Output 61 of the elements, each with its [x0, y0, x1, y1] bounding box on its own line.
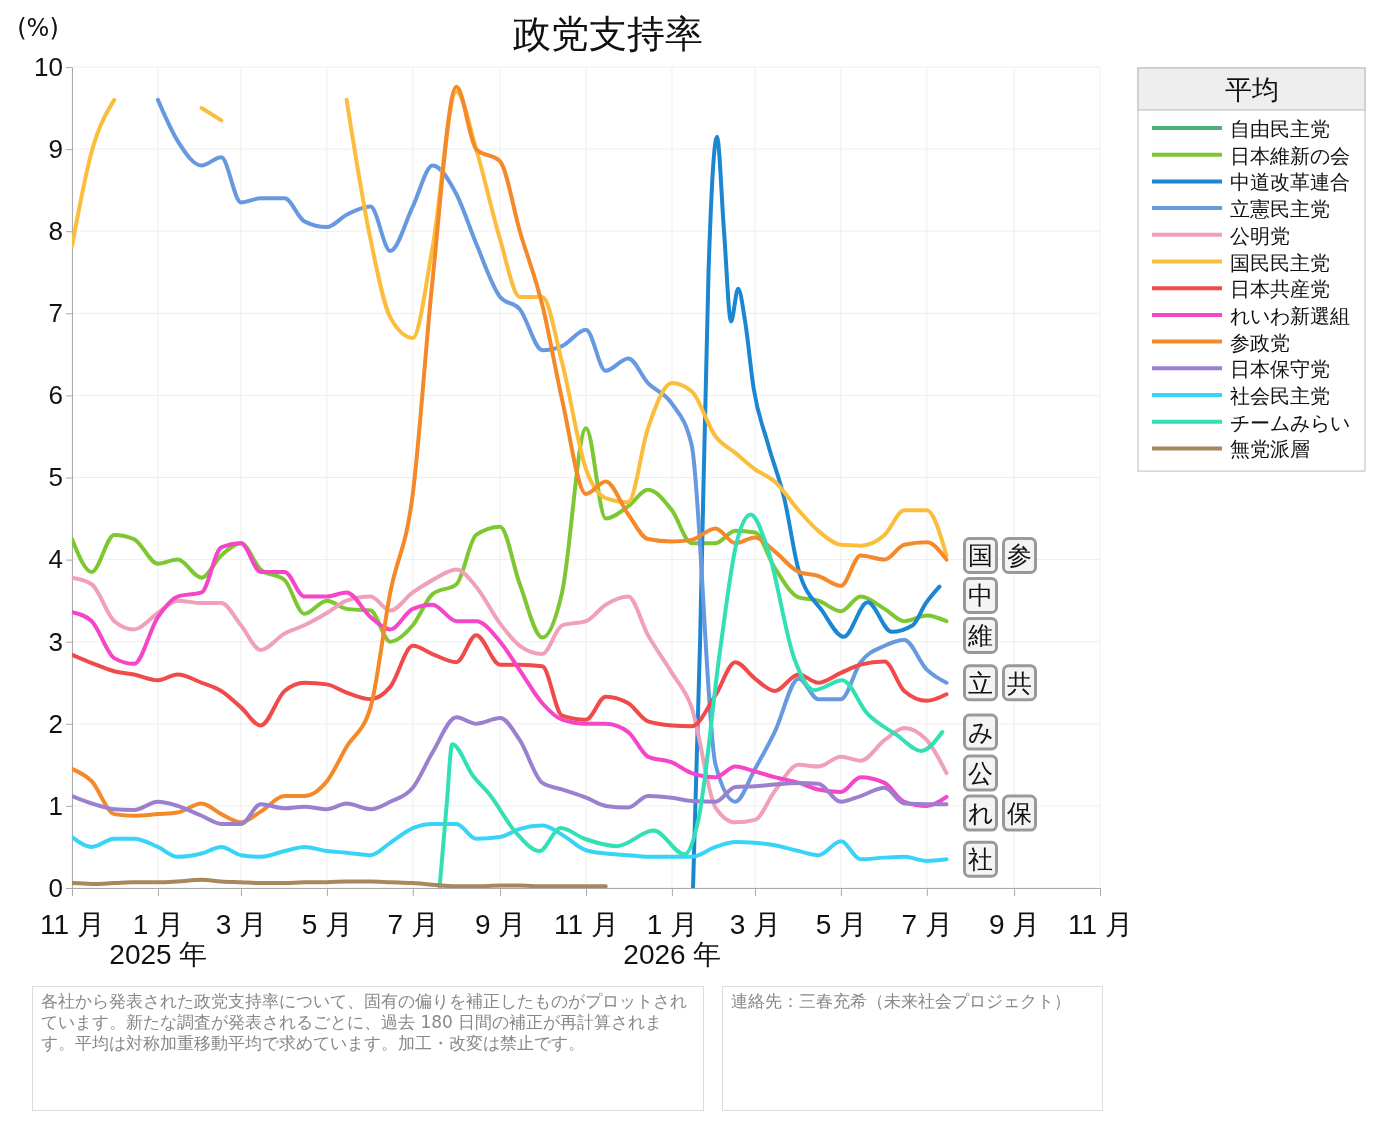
line-series — [691, 134, 942, 888]
legend-label: 立憲民主党 — [1230, 197, 1330, 222]
annotation: 保 — [1007, 799, 1032, 829]
annotation: 維 — [967, 621, 993, 651]
x-tick-label: 9 月 — [988, 909, 1041, 940]
annotation: 社 — [968, 845, 993, 875]
y-tick-label: 4 — [48, 544, 63, 575]
text: 連絡先：三春充希（未来社会プロジェクト） — [722, 986, 1103, 1111]
line-series — [72, 541, 949, 808]
line-series — [72, 877, 608, 888]
legend-title: 平均 — [1224, 74, 1279, 105]
x-tick-label: 9 月 — [474, 909, 527, 940]
y-tick-label: 10 — [34, 51, 63, 82]
annotation: れ — [967, 799, 994, 829]
x-tick-label: 1 月 2026 年 — [623, 909, 722, 970]
line-series — [72, 567, 949, 825]
legend-label: 公明党 — [1230, 223, 1290, 248]
x-tick-label: 7 月 — [901, 909, 953, 940]
line-series — [437, 512, 945, 888]
text: 各社から発表された政党支持率について、固有の偏りを補正したものがプロットされています。新たな調査が発表されるごとに、過去 180 日間の補正が再計算されます。平均は対称加重移動平均で求めています。加工・改変は禁止です。 — [32, 986, 704, 1111]
line-series — [72, 821, 949, 863]
y-tick-label: 0 — [48, 872, 63, 903]
x-tick-label: 5 月 — [815, 909, 868, 940]
y-tick-label: 9 — [48, 133, 63, 164]
x-tick-label: 1 月 2025 年 — [109, 909, 208, 970]
annotation: 共 — [1007, 668, 1032, 698]
y-tick-label: 5 — [48, 462, 63, 493]
annotation: 参 — [1007, 541, 1032, 571]
y-tick-label: 7 — [48, 298, 63, 329]
legend-label: 参政党 — [1230, 330, 1290, 355]
x-tick-label: 5 月 — [301, 909, 354, 940]
x-tick-label: 11 月 — [1068, 909, 1133, 940]
x-tick-label: 3 月 — [215, 909, 268, 940]
line-series — [72, 715, 949, 826]
legend-label: れいわ新選組 — [1230, 303, 1350, 328]
legend-label: 中道改革連合 — [1230, 170, 1350, 195]
annotation: 国 — [968, 541, 993, 571]
annotation: 立 — [968, 668, 993, 698]
y-tick-label: 6 — [48, 380, 63, 411]
y-tick-label: 3 — [48, 626, 63, 657]
legend-label: チームみらい — [1230, 410, 1350, 435]
x-tick-label: 3 月 — [729, 909, 782, 940]
legend-label: 自由民主党 — [1230, 117, 1330, 141]
legend-label: 社会民主党 — [1230, 384, 1330, 408]
x-tick-label: 11 月 — [554, 909, 619, 940]
y-tick-label: 2 — [48, 708, 63, 739]
annotation: 中 — [968, 581, 993, 611]
legend-label: 日本共産党 — [1230, 277, 1330, 302]
annotation: み — [967, 718, 994, 748]
legend-label: 国民民主党 — [1230, 250, 1330, 275]
chart-title: 政党支持率 — [513, 12, 703, 56]
line-series — [72, 633, 949, 729]
y-axis-title: (%) — [17, 14, 59, 42]
x-tick-label: 11 月 — [40, 909, 105, 940]
legend-label: 日本維新の会 — [1230, 143, 1350, 168]
x-tick-label: 7 月 — [387, 909, 439, 940]
y-tick-label: 1 — [48, 790, 63, 821]
legend-label: 無党派層 — [1230, 437, 1310, 462]
annotation: 公 — [968, 759, 993, 789]
y-tick-label: 8 — [48, 216, 63, 247]
legend-label: 日本保守党 — [1230, 357, 1330, 382]
